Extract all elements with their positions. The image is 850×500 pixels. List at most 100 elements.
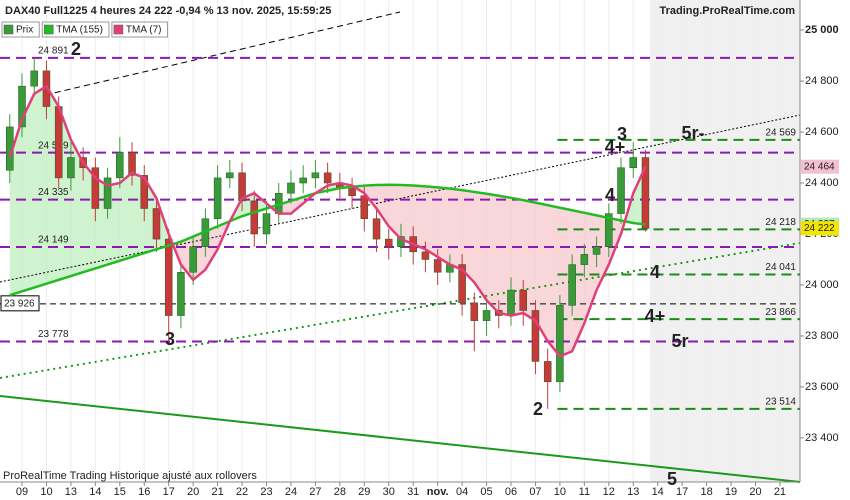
x-tick-label: 07	[529, 486, 541, 498]
legend-label: Prix	[16, 25, 33, 36]
candle-body	[592, 246, 601, 255]
price-tag	[801, 221, 839, 236]
x-tick-label: 13	[627, 486, 639, 498]
x-tick-label: 12	[603, 486, 615, 498]
annotation: 5r-	[681, 123, 704, 143]
ma-fill	[34, 86, 47, 288]
candle-body	[482, 310, 491, 321]
x-tick-label: 04	[456, 486, 468, 498]
y-tick-label: 23 800	[805, 330, 839, 342]
annotation: 2	[71, 39, 81, 59]
source: Trading.ProRealTime.com	[659, 5, 795, 17]
price-tag	[801, 159, 839, 174]
candle-body	[421, 251, 430, 260]
candle-body	[152, 208, 161, 240]
candle-body	[299, 177, 307, 184]
x-tick-label: 17	[676, 486, 688, 498]
candle-body	[226, 172, 234, 179]
ma-fill	[119, 172, 133, 261]
ma-fill	[22, 93, 35, 292]
candle-body	[531, 310, 540, 362]
price-tag-label: 24 222	[804, 223, 835, 234]
ma-fill	[449, 188, 463, 270]
legend-swatch	[3, 24, 14, 35]
candle-body	[580, 254, 589, 265]
candle-body	[213, 177, 222, 219]
candle-body	[641, 157, 650, 229]
x-tick-label: 16	[138, 486, 150, 498]
x-tick-label: 28	[334, 486, 346, 498]
candle-body	[568, 264, 576, 306]
level-label: 23 514	[765, 396, 796, 407]
ma-fill	[486, 193, 499, 314]
candle-body	[556, 305, 564, 383]
y-tick-label: 24 600	[805, 126, 839, 138]
candle-body	[103, 177, 112, 209]
candle-body	[605, 213, 613, 247]
x-tick-label: 27	[309, 486, 321, 498]
level-label: 23 778	[38, 329, 69, 340]
ma-fill	[376, 184, 389, 227]
legend-label: TMA (155)	[56, 25, 103, 36]
x-tick-label: 22	[236, 486, 248, 498]
ma-line	[8, 84, 647, 358]
y-tick-label: 25 000	[805, 24, 839, 36]
candle-body	[250, 200, 259, 235]
annotation: 4	[605, 185, 615, 205]
level-label: 24 149	[38, 235, 69, 246]
price-tag-label: 24 464	[804, 161, 835, 172]
candle-body	[360, 195, 369, 219]
ma-fill	[364, 185, 377, 209]
x-tick-label: 10	[554, 486, 566, 498]
y-tick-label: 24 400	[805, 177, 839, 189]
candle-body	[470, 302, 479, 321]
candle-body	[140, 175, 149, 209]
annotation: 3	[165, 329, 175, 349]
chart-title: DAX40 Full1225 4 heures 24 222 -0,94 % 1…	[5, 5, 331, 17]
candle-body	[128, 152, 136, 176]
candle-body	[519, 289, 527, 311]
candle-body	[177, 271, 185, 316]
legend-swatch	[43, 24, 54, 35]
candle-body	[287, 182, 295, 194]
ma-fill	[511, 197, 524, 316]
x-tick-label: 17	[163, 486, 175, 498]
x-tick-label: nov.	[427, 486, 449, 498]
future-area	[650, 0, 800, 482]
level-label: 24 335	[38, 187, 69, 198]
ma-fill	[572, 210, 585, 352]
y-tick-label: 23 400	[805, 432, 839, 444]
candle-body	[348, 187, 356, 197]
candle-body	[458, 264, 466, 304]
ma-fill	[498, 195, 512, 316]
x-tick-label: 14	[89, 486, 101, 498]
x-tick-label: 18	[700, 486, 712, 498]
candle-body	[91, 167, 100, 209]
candle-body	[629, 157, 638, 168]
annotation: 5	[667, 469, 677, 489]
x-tick-label: 30	[383, 486, 395, 498]
x-tick-label: 19	[725, 486, 737, 498]
candle-body	[543, 361, 552, 383]
x-tick-label: 23	[260, 486, 272, 498]
legend-box	[1, 21, 40, 38]
x-tick-label: 20	[187, 486, 199, 498]
ma-fill	[462, 190, 475, 283]
candle-body	[323, 172, 332, 184]
level-label: 24 218	[765, 217, 796, 228]
candle-body	[507, 289, 515, 316]
level-box	[0, 295, 40, 312]
candle-body	[189, 246, 197, 273]
legend-label: TMA (7)	[126, 25, 162, 36]
candle-body	[262, 213, 271, 235]
ma-fill	[535, 202, 548, 342]
ma-fill	[413, 185, 426, 250]
x-tick-label: 06	[505, 486, 517, 498]
x-tick-label: 21	[211, 486, 223, 498]
candle-body	[617, 167, 625, 214]
annotation: 4+	[645, 306, 666, 326]
ma-fill	[425, 186, 438, 257]
y-tick-label: 24 800	[805, 75, 839, 87]
level-label: 24 519	[38, 140, 69, 151]
